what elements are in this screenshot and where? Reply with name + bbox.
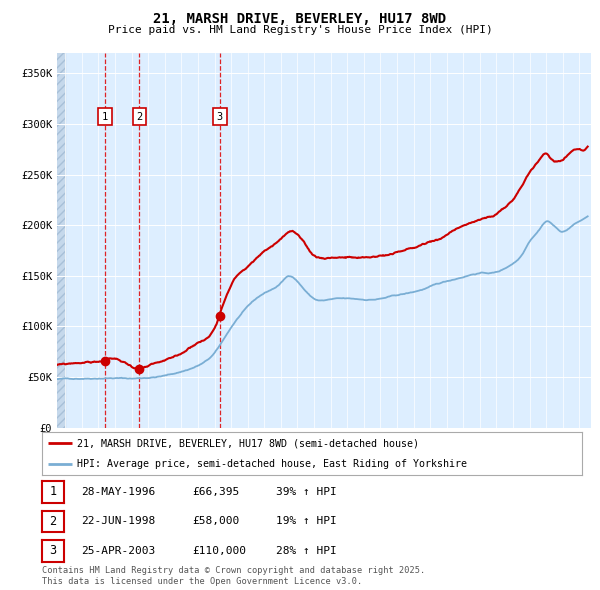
Text: 19% ↑ HPI: 19% ↑ HPI [276,516,337,526]
Text: 28-MAY-1996: 28-MAY-1996 [81,487,155,497]
Bar [57,53,65,428]
Text: 21, MARSH DRIVE, BEVERLEY, HU17 8WD: 21, MARSH DRIVE, BEVERLEY, HU17 8WD [154,12,446,26]
Text: Price paid vs. HM Land Registry's House Price Index (HPI): Price paid vs. HM Land Registry's House … [107,25,493,35]
Text: £66,395: £66,395 [192,487,239,497]
Text: 25-APR-2003: 25-APR-2003 [81,546,155,556]
Text: £58,000: £58,000 [192,516,239,526]
Text: 22-JUN-1998: 22-JUN-1998 [81,516,155,526]
Text: 2: 2 [49,515,56,528]
Text: 28% ↑ HPI: 28% ↑ HPI [276,546,337,556]
Text: 2: 2 [136,112,143,122]
Text: 3: 3 [217,112,223,122]
Text: Contains HM Land Registry data © Crown copyright and database right 2025.
This d: Contains HM Land Registry data © Crown c… [42,566,425,586]
Bar [57,53,65,428]
Text: 21, MARSH DRIVE, BEVERLEY, HU17 8WD (semi-detached house): 21, MARSH DRIVE, BEVERLEY, HU17 8WD (sem… [77,438,419,448]
Text: 1: 1 [49,486,56,499]
Text: HPI: Average price, semi-detached house, East Riding of Yorkshire: HPI: Average price, semi-detached house,… [77,460,467,469]
Text: 3: 3 [49,545,56,558]
Text: 1: 1 [102,112,109,122]
Text: £110,000: £110,000 [192,546,246,556]
Text: 39% ↑ HPI: 39% ↑ HPI [276,487,337,497]
